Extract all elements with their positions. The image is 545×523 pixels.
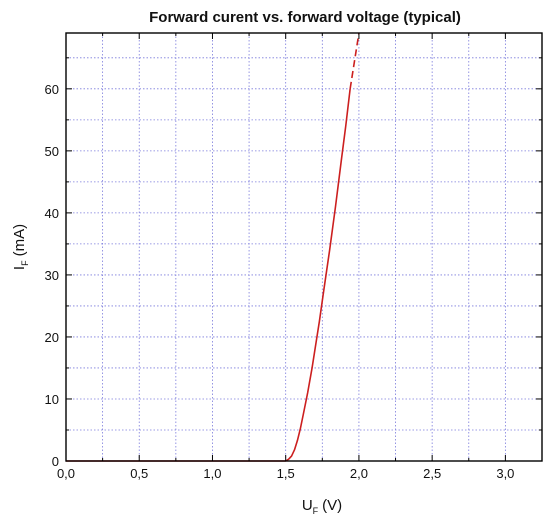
y-tick-label: 40 bbox=[45, 206, 59, 221]
x-tick-label: 1,0 bbox=[203, 466, 221, 481]
grid bbox=[66, 33, 543, 461]
x-axis-label-main: U bbox=[302, 497, 313, 514]
x-axis-label-subscript: F bbox=[313, 506, 319, 516]
x-tick-label: 0,0 bbox=[57, 466, 75, 481]
y-tick-label: 10 bbox=[45, 392, 59, 407]
x-tick-label: 3,0 bbox=[496, 466, 514, 481]
x-tick-label: 2,0 bbox=[350, 466, 368, 481]
ticks: 0,0 0,5 1,0 1,5 2,0 2,5 3,0 0 10 20 30 40 50 60 bbox=[45, 33, 543, 481]
y-tick-label: 60 bbox=[45, 82, 59, 97]
y-tick-label: 20 bbox=[45, 330, 59, 345]
y-axis-label-unit: (mA) bbox=[11, 224, 28, 257]
x-tick-label: 0,5 bbox=[130, 466, 148, 481]
y-tick-label: 0 bbox=[52, 454, 59, 469]
plot-frame bbox=[65, 32, 543, 462]
y-tick-label: 30 bbox=[45, 268, 59, 283]
x-axis-label: UF (V) bbox=[302, 497, 342, 516]
y-tick-label: 50 bbox=[45, 144, 59, 159]
x-tick-label: 1,5 bbox=[277, 466, 295, 481]
x-tick-label: 2,5 bbox=[423, 466, 441, 481]
y-axis-label-subscript: F bbox=[20, 260, 30, 266]
y-axis-label: IF (mA) bbox=[11, 224, 30, 270]
x-axis-label-unit: (V) bbox=[322, 497, 342, 514]
forward-current-curve-dashed bbox=[349, 32, 360, 89]
chart-title: Forward curent vs. forward voltage (typi… bbox=[149, 9, 461, 26]
y-axis-label-main: I bbox=[11, 266, 28, 270]
